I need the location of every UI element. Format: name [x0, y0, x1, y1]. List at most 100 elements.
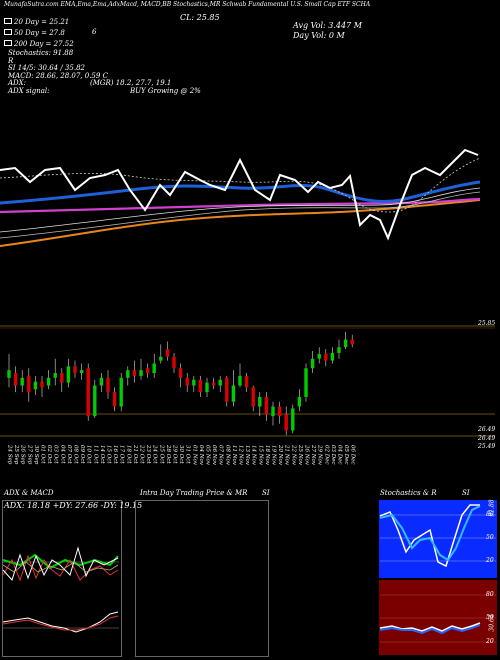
date-label: 06 Dec [349, 445, 356, 465]
r-label: R [8, 57, 14, 65]
date-label: 26 Nov [303, 445, 310, 465]
candle-body [178, 368, 183, 378]
date-label: 03 Oct [52, 445, 59, 464]
candle-body [119, 377, 123, 407]
date-label: 22 Oct [138, 445, 145, 464]
candle-body [53, 373, 57, 378]
ema50-extra: 6 [92, 28, 97, 36]
price-label-extra: 25.49 [478, 443, 496, 450]
candle-body [145, 368, 150, 374]
close-label: CL: 25.85 [180, 13, 220, 22]
candle-body [271, 406, 275, 417]
date-label: 02 Dec [323, 445, 330, 465]
macd-readout: MACD: 28.66, 28.07, 0.59 C [8, 72, 108, 80]
candle-body [66, 366, 71, 383]
adx-red-line [2, 554, 119, 582]
date-label: 11 Oct [92, 445, 99, 464]
date-label: 28 Oct [164, 445, 171, 464]
intra-panel-title: Intra Day Trading Price & MR [140, 489, 248, 497]
ema50-label: 50 Day = 27.8 [4, 29, 65, 37]
stoch-panel-title: Stochastics & R [380, 489, 437, 497]
price-label-mid: 26.49 [478, 426, 496, 433]
candle-body [126, 370, 130, 378]
date-label: 03 Dec [329, 445, 336, 465]
candlestick-panel [0, 325, 495, 437]
candle-body [205, 382, 209, 393]
stoch-level-50: 50 [486, 534, 494, 541]
rsi-white-line [379, 622, 481, 632]
ema-magenta-line [0, 197, 481, 214]
ema200-value: 200 Day = 27.52 [14, 40, 74, 48]
candle-body [343, 339, 348, 348]
ema-dotted-line [0, 157, 481, 213]
si-readout: SI 14/5: 30.64 / 35.82 [8, 64, 85, 72]
candle-body [330, 352, 335, 361]
date-label: 24 Sep [6, 445, 13, 465]
ema-white-line-1 [0, 187, 481, 233]
candle-body [139, 370, 143, 376]
stoch-value: 91.88 [488, 499, 496, 517]
adx-values: (MGR) 18.2, 27.7, 19.1 [90, 79, 172, 87]
date-label: 23 Oct [145, 445, 152, 464]
candle-body [112, 392, 117, 407]
macd-red-line [2, 615, 119, 631]
candle-body [40, 381, 44, 388]
candle-body [159, 356, 163, 361]
date-label: 14 Nov [250, 445, 257, 465]
date-label: 09 Oct [79, 445, 86, 464]
date-label: 05 Nov [204, 445, 211, 465]
intra-day-panel [135, 500, 269, 657]
date-label: 27 Sep [26, 445, 33, 465]
date-label: 08 Nov [224, 445, 231, 465]
candle-body [27, 375, 31, 393]
candle-body [132, 370, 137, 376]
candle-body [7, 370, 11, 378]
candle-body [73, 366, 77, 374]
candles-group [7, 331, 354, 436]
header-topline: MunafaSutra.com EMA,Ema,Ema,AdxMacd, MAC… [4, 1, 371, 8]
candle-body [198, 379, 203, 393]
candle-body [20, 377, 24, 386]
price-label-top: 25.85 [478, 320, 496, 327]
date-label: 22 Nov [290, 445, 297, 465]
date-label: 25 Oct [158, 445, 165, 464]
ema-orange-line [0, 199, 481, 247]
ema50-swatch [4, 29, 12, 35]
candle-body [291, 408, 295, 431]
candle-body [185, 377, 189, 386]
buy-signal: BUY Growing @ 2% [130, 87, 201, 95]
stoch-white-line [379, 504, 480, 568]
date-label: 02 Oct [46, 445, 53, 464]
date-label: 21 Oct [131, 445, 138, 464]
adx-panel-title: ADX & MACD [4, 489, 54, 497]
date-label: 21 Nov [283, 445, 290, 465]
date-label: 05 Dec [343, 445, 350, 465]
rsi-level-80: 80 [486, 591, 494, 598]
candle-body [277, 406, 282, 417]
candle-body [238, 375, 242, 386]
date-label: 15 Oct [105, 445, 112, 464]
candle-body [317, 353, 321, 359]
candle-body [231, 385, 236, 402]
adx-signal-label: ADX signal: [8, 87, 50, 95]
candle-body [33, 381, 38, 390]
date-label: 18 Oct [125, 445, 132, 464]
ema-white-line-2 [0, 191, 481, 239]
date-label: 30 Oct [178, 445, 185, 464]
candle-body [264, 396, 269, 415]
date-label: 10 Oct [85, 445, 92, 464]
date-label: 25 Sep [13, 445, 20, 465]
candle-body [304, 368, 308, 397]
candle-body [46, 377, 51, 386]
stoch-level-20: 20 [486, 557, 494, 564]
candle-body [310, 358, 315, 369]
date-label: 20 Nov [277, 445, 284, 465]
date-label: 06 Nov [211, 445, 218, 465]
price-white-line [0, 148, 479, 241]
date-label: 31 Oct [184, 445, 191, 464]
candle-body [218, 379, 222, 386]
candle-body [106, 377, 110, 393]
date-label: 04 Dec [336, 445, 343, 465]
